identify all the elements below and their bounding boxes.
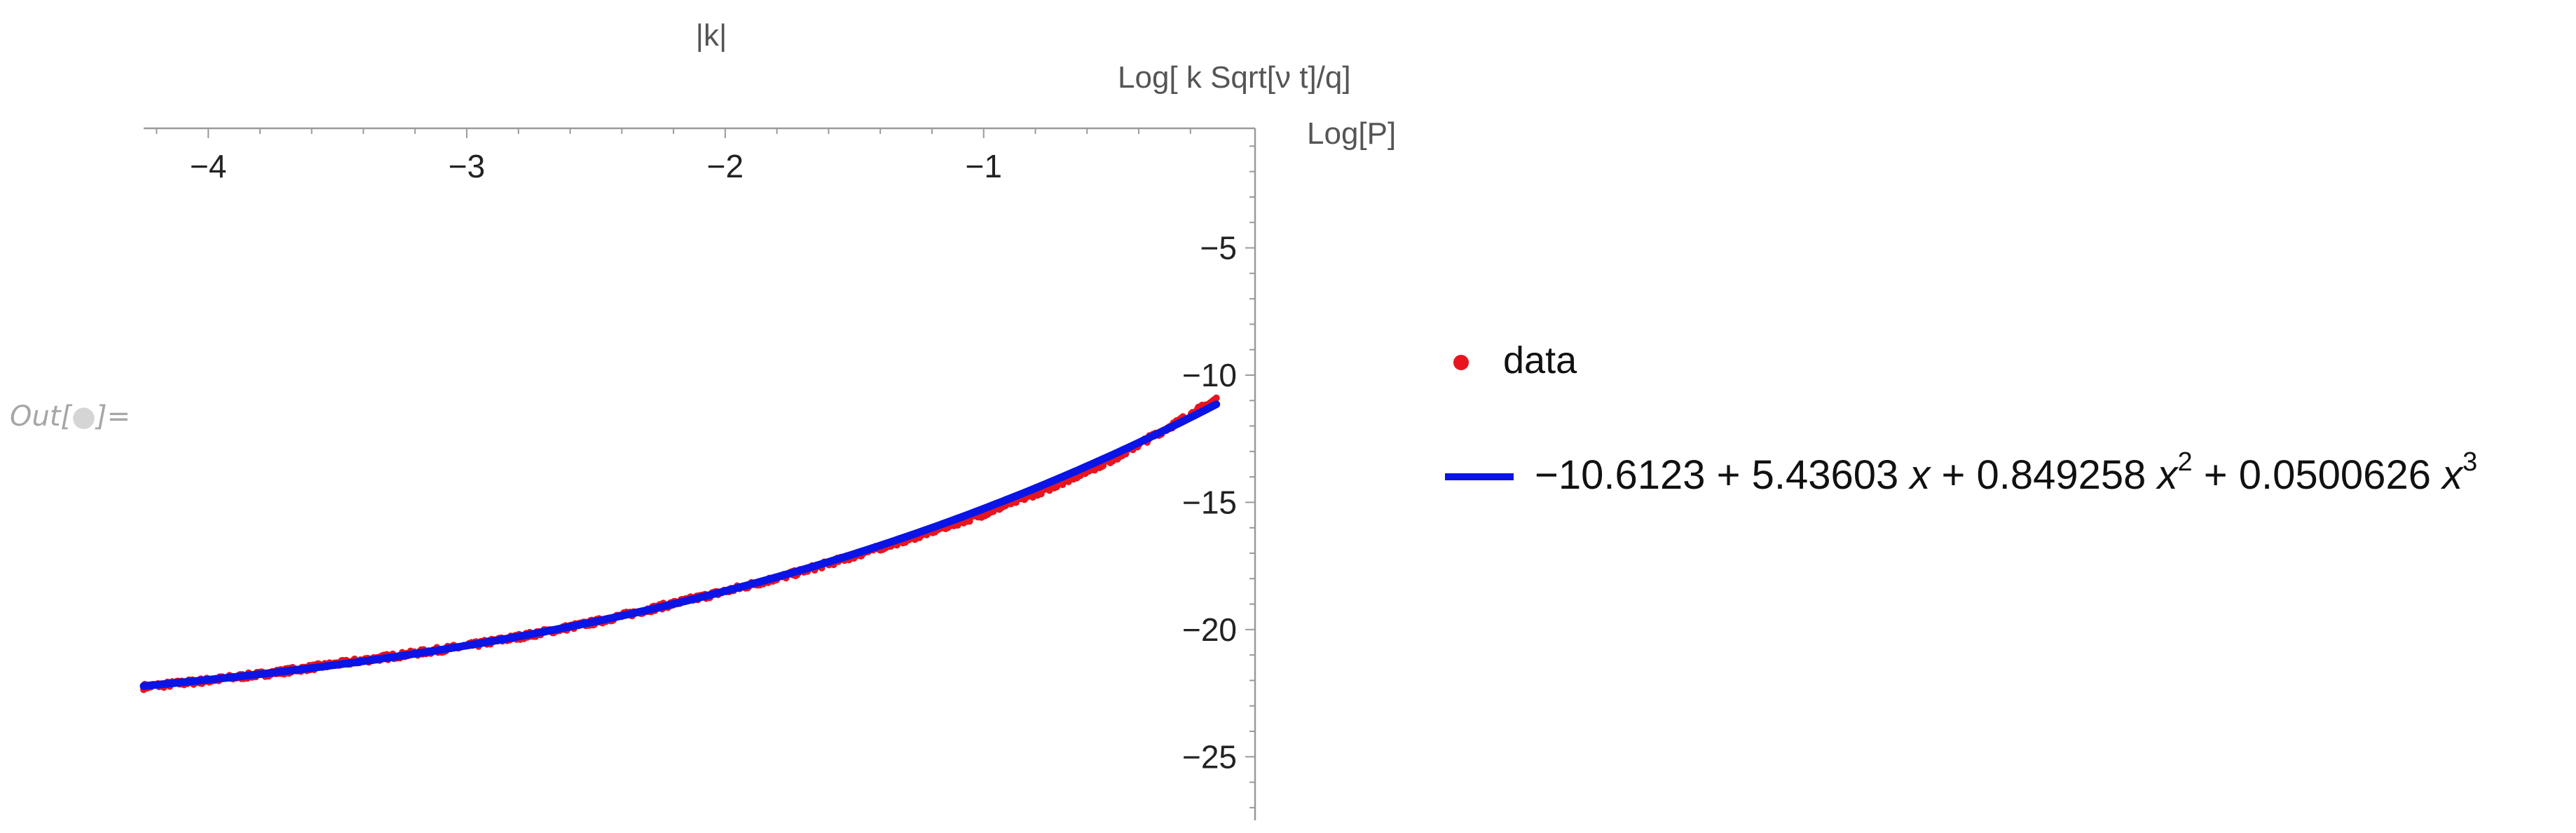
- y-tick-label: −20: [1182, 611, 1237, 648]
- x-tick-label: −1: [965, 148, 1001, 184]
- legend-data-marker: [1453, 355, 1469, 370]
- x-axis-title: Log[ k Sqrt[ν t]/q]: [1118, 60, 1351, 95]
- y-axis-title: Log[P]: [1307, 116, 1396, 151]
- fit-exp-2: 2: [2178, 447, 2193, 477]
- fit-series-line: [139, 400, 1221, 690]
- y-ticks: −5 −10 −15 −20 −25: [1182, 145, 1255, 808]
- legend-data-label: data: [1503, 339, 1577, 381]
- out-cell-label: Out[●]=: [10, 400, 130, 433]
- y-tick-label: −10: [1182, 357, 1237, 393]
- x-tick-label: −2: [707, 148, 744, 184]
- y-tick-label: −5: [1200, 230, 1237, 266]
- y-tick-label: −25: [1182, 738, 1237, 775]
- fit-var-x3: x: [2440, 452, 2464, 498]
- fit-exp-3: 3: [2462, 447, 2477, 477]
- y-tick-label: −15: [1182, 484, 1237, 520]
- data-series: [140, 394, 1220, 693]
- fit-var-x1: x: [1907, 452, 1931, 498]
- out-label-prefix: Out[: [10, 400, 73, 433]
- fit-var-x2: x: [2156, 452, 2179, 498]
- out-label-dot-icon: ●: [71, 400, 96, 433]
- fit-term-c: + 0.0500626: [2193, 452, 2442, 498]
- x-tick-label: −4: [190, 148, 226, 184]
- fit-term-a: −10.6123 + 5.43603: [1535, 452, 1910, 498]
- fit-term-b: + 0.849258: [1930, 452, 2157, 498]
- axes: [144, 127, 1256, 820]
- legend-fit-label: −10.6123 + 5.43603 x + 0.849258 x2 + 0.0…: [1535, 447, 2477, 498]
- out-label-suffix: ]=: [95, 400, 130, 433]
- x-ticks: −4 −3 −2 −1: [156, 128, 1191, 184]
- chart-title: |k|: [696, 18, 727, 53]
- x-tick-label: −3: [448, 148, 485, 184]
- legend: data −10.6123 + 5.43603 x + 0.849258 x2 …: [1445, 339, 2477, 498]
- data-point: [1212, 394, 1220, 402]
